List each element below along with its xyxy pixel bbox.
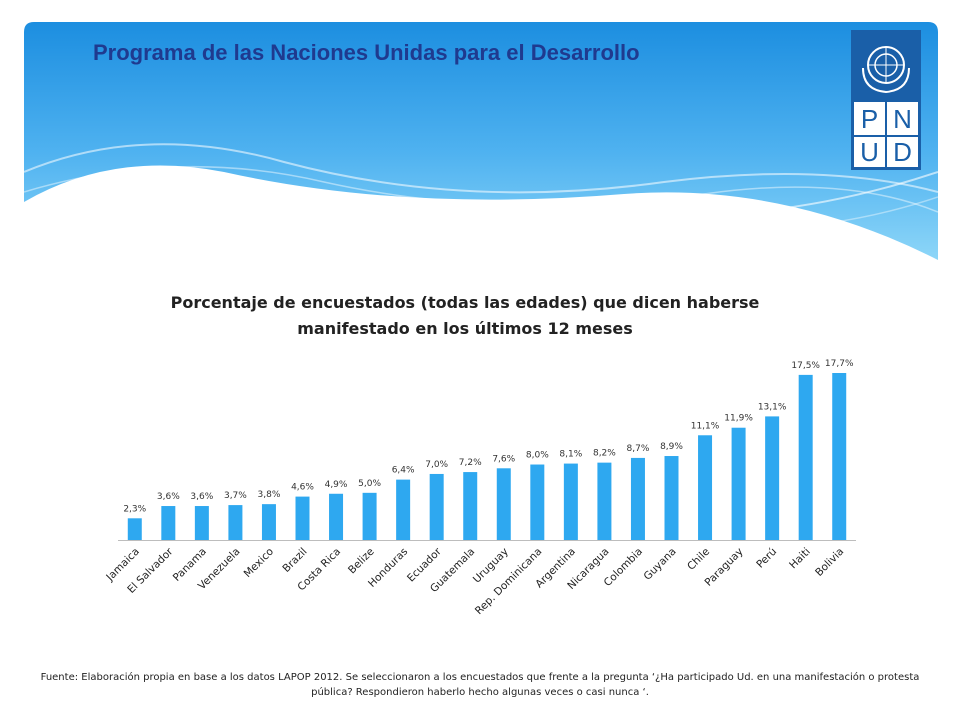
bar-value-label: 3,6% [190,492,213,502]
bar [261,504,276,540]
bar-value-label: 8,1% [559,450,582,460]
bar [161,506,176,540]
bar [832,373,847,540]
x-tick-label: Perú [754,546,779,571]
bar [463,472,478,540]
bar-value-label: 11,9% [724,414,753,424]
header-banner [24,22,938,260]
logo-letter: D [893,137,912,167]
bar-value-label: 8,2% [593,449,616,459]
bar-value-label: 7,2% [459,458,482,468]
bar [765,416,780,540]
bar-value-label: 8,9% [660,442,683,452]
bar-value-label: 8,7% [627,444,650,454]
bar-value-label: 2,3% [123,504,146,514]
x-tick-label: Mexico [242,546,276,580]
x-tick-label: Brazil [280,546,309,575]
bar-value-label: 4,9% [325,480,348,490]
bar-value-label: 6,4% [392,466,415,476]
bar-value-label: 13,1% [758,402,787,412]
bar [630,457,645,540]
bar [194,506,209,540]
x-tick-label: Haiti [787,546,813,572]
bar-value-label: 11,1% [691,421,720,431]
bar [127,518,142,540]
bar [698,435,713,540]
bar [798,374,813,540]
bar [362,492,377,540]
x-tick-label: Bolivia [813,546,846,579]
pnud-logo: P N U D [851,30,921,170]
bar-value-label: 5,0% [358,479,381,489]
x-tick-label: Guyana [641,546,678,583]
source-note: Fuente: Elaboración propia en base a los… [40,672,920,698]
bar [530,464,545,540]
bar [329,493,344,540]
bar [429,473,444,540]
x-tick-label: Belize [346,546,377,577]
x-tick-label: Chile [685,546,712,573]
bar-value-label: 8,0% [526,451,549,461]
bar-value-label: 3,8% [258,490,281,500]
bar-value-label: 17,7% [825,359,854,369]
chart-title: Porcentaje de encuestados (todas las eda… [170,293,760,338]
logo-letter: N [893,104,912,134]
logo-letter: U [860,137,879,167]
bar [228,505,243,540]
un-emblem-icon [862,46,910,94]
bar [731,427,746,540]
bar-value-label: 7,6% [492,454,515,464]
bar-value-label: 4,6% [291,483,314,493]
bar [295,496,310,540]
bar-value-label: 17,5% [791,361,820,371]
organization-title: Programa de las Naciones Unidas para el … [93,40,640,65]
bar-value-label: 3,7% [224,491,247,501]
logo-letter: P [861,104,878,134]
bar [664,456,679,540]
bar [563,463,578,540]
bar [597,462,612,540]
bar-value-label: 3,6% [157,492,180,502]
bar-value-label: 7,0% [425,460,448,470]
bar [396,479,411,540]
bar [496,468,511,540]
